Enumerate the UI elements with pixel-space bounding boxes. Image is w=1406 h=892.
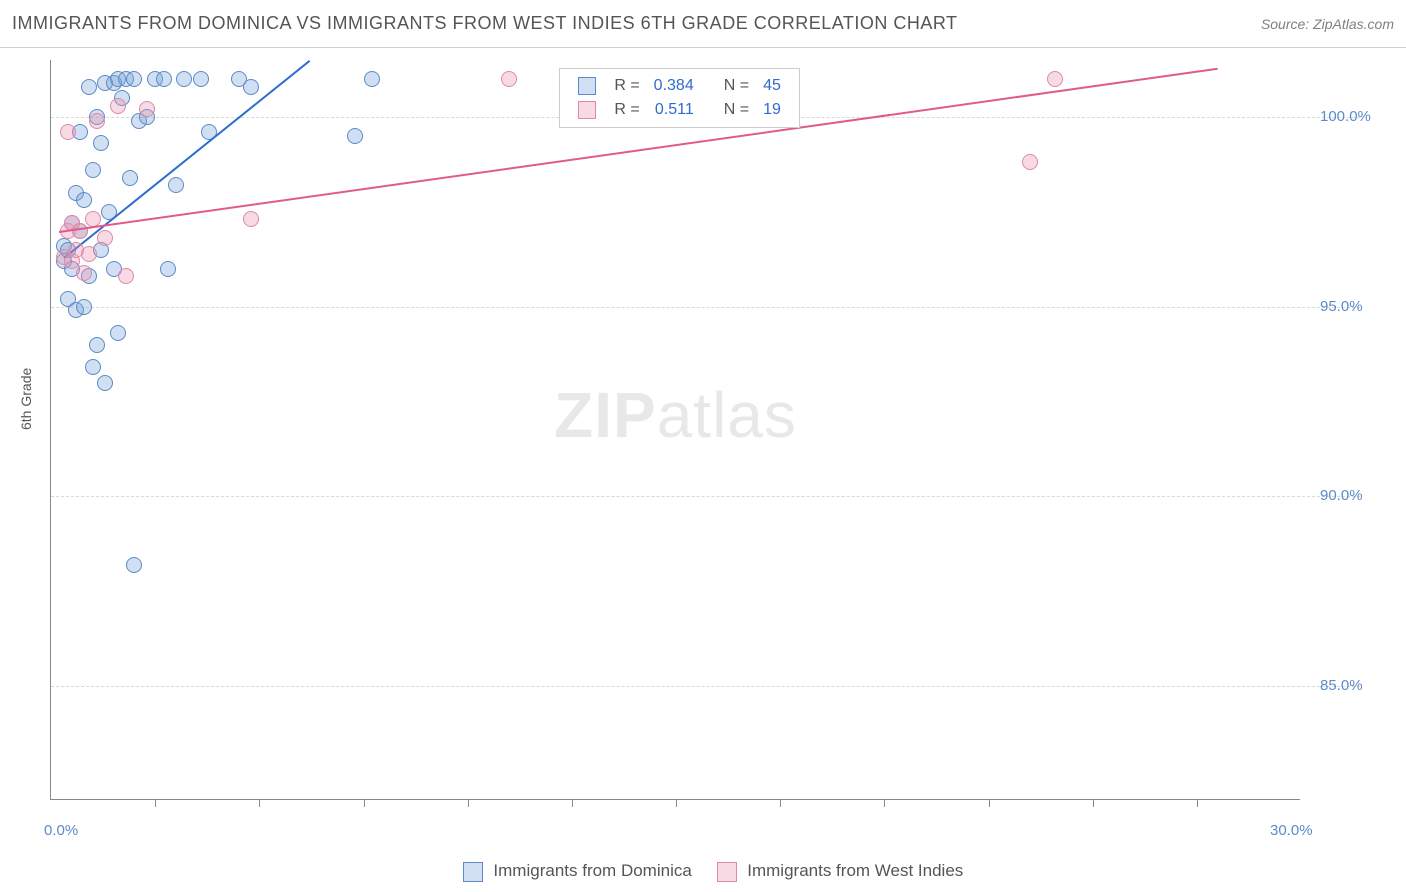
legend-swatch-west-indies [717,862,737,882]
y-tick-label: 95.0% [1320,298,1363,315]
data-point [168,177,184,193]
data-point [110,98,126,114]
watermark-light: atlas [657,379,797,451]
watermark: ZIPatlas [554,378,797,452]
data-point [364,71,380,87]
data-point [118,268,134,284]
x-tick-label: 0.0% [44,822,78,839]
data-point [1047,71,1063,87]
x-tick [676,799,677,807]
y-tick-label: 100.0% [1320,108,1371,125]
trend-line [63,60,310,259]
data-point [243,79,259,95]
data-point [160,261,176,277]
data-point [126,71,142,87]
data-point [122,170,138,186]
data-point [60,124,76,140]
data-point [193,71,209,87]
data-point [110,325,126,341]
y-tick-label: 90.0% [1320,487,1363,504]
plot-area: ZIPatlas R =0.384N =45R =0.511N =19 [50,60,1300,800]
x-tick [155,799,156,807]
data-point [156,71,172,87]
x-tick [572,799,573,807]
data-point [126,557,142,573]
x-tick [989,799,990,807]
data-point [176,71,192,87]
watermark-bold: ZIP [554,379,657,451]
x-tick [468,799,469,807]
data-point [81,79,97,95]
chart-title: IMMIGRANTS FROM DOMINICA VS IMMIGRANTS F… [12,13,958,34]
x-tick-label: 30.0% [1270,822,1313,839]
legend-swatch-dominica [463,862,483,882]
legend-stats: R =0.384N =45R =0.511N =19 [559,68,800,128]
data-point [347,128,363,144]
data-point [85,359,101,375]
x-tick [1093,799,1094,807]
gridline [51,307,1360,308]
data-point [139,101,155,117]
gridline [51,496,1360,497]
data-point [93,135,109,151]
x-tick [780,799,781,807]
source-label: Source: ZipAtlas.com [1261,16,1394,32]
x-tick [364,799,365,807]
x-tick [259,799,260,807]
y-tick-label: 85.0% [1320,677,1363,694]
x-tick [884,799,885,807]
data-point [97,375,113,391]
data-point [97,230,113,246]
data-point [76,299,92,315]
x-tick [1197,799,1198,807]
data-point [1022,154,1038,170]
data-point [85,162,101,178]
data-point [81,246,97,262]
gridline [51,686,1360,687]
data-point [243,211,259,227]
y-axis-label: 6th Grade [18,368,34,430]
legend-label-west-indies: Immigrants from West Indies [747,861,963,880]
title-bar: IMMIGRANTS FROM DOMINICA VS IMMIGRANTS F… [0,0,1406,48]
data-point [76,265,92,281]
data-point [76,192,92,208]
data-point [89,337,105,353]
data-point [501,71,517,87]
bottom-legend: Immigrants from Dominica Immigrants from… [0,861,1406,882]
data-point [89,113,105,129]
legend-label-dominica: Immigrants from Dominica [493,861,691,880]
